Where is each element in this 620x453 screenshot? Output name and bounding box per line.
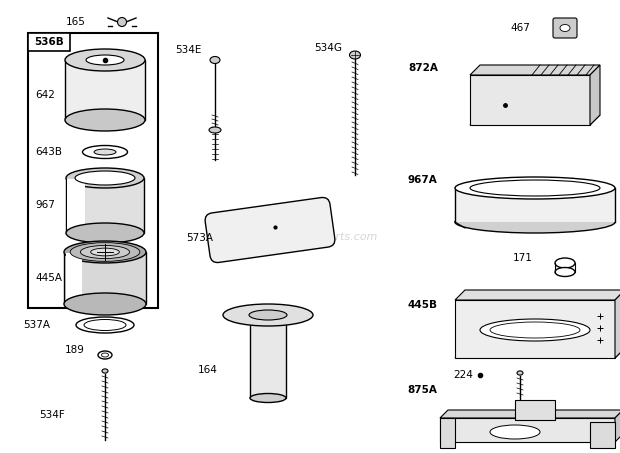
- Polygon shape: [615, 290, 620, 358]
- Ellipse shape: [98, 351, 112, 359]
- Ellipse shape: [76, 317, 134, 333]
- Text: 467: 467: [510, 23, 530, 33]
- Polygon shape: [590, 422, 615, 448]
- Ellipse shape: [560, 24, 570, 32]
- Ellipse shape: [350, 51, 360, 59]
- Polygon shape: [590, 65, 600, 125]
- Text: 967A: 967A: [407, 175, 437, 185]
- Bar: [67, 179, 85, 232]
- Ellipse shape: [517, 371, 523, 375]
- Text: 573A: 573A: [186, 233, 213, 243]
- Text: 445B: 445B: [407, 300, 437, 310]
- Bar: [64, 252, 146, 304]
- Polygon shape: [455, 290, 620, 300]
- Ellipse shape: [75, 171, 135, 185]
- Ellipse shape: [249, 310, 287, 320]
- Ellipse shape: [555, 268, 575, 276]
- Polygon shape: [455, 348, 620, 358]
- Text: 224: 224: [453, 370, 473, 380]
- Text: 534F: 534F: [39, 410, 65, 420]
- Ellipse shape: [209, 127, 221, 133]
- Ellipse shape: [70, 243, 140, 261]
- Ellipse shape: [490, 425, 540, 439]
- Text: 164: 164: [198, 365, 218, 375]
- Ellipse shape: [86, 55, 124, 65]
- Ellipse shape: [455, 211, 615, 233]
- Text: 445A: 445A: [35, 273, 62, 283]
- Ellipse shape: [250, 394, 286, 403]
- Ellipse shape: [102, 353, 108, 357]
- Ellipse shape: [65, 109, 145, 131]
- Text: 171: 171: [513, 253, 533, 263]
- Ellipse shape: [455, 177, 615, 199]
- Polygon shape: [470, 65, 600, 75]
- Text: 534E: 534E: [175, 45, 202, 55]
- Text: 189: 189: [65, 345, 85, 355]
- Polygon shape: [440, 418, 455, 448]
- Ellipse shape: [210, 57, 220, 63]
- Ellipse shape: [84, 319, 126, 331]
- Ellipse shape: [66, 223, 144, 243]
- Text: 534G: 534G: [314, 43, 342, 53]
- Bar: [28, 33, 70, 51]
- Text: eReplacementParts.com: eReplacementParts.com: [242, 231, 378, 241]
- Text: 165: 165: [66, 17, 86, 27]
- Ellipse shape: [81, 246, 130, 259]
- Polygon shape: [455, 300, 615, 358]
- Ellipse shape: [94, 149, 116, 155]
- Polygon shape: [470, 115, 600, 125]
- Ellipse shape: [102, 369, 108, 373]
- Text: 536B: 536B: [34, 37, 64, 47]
- Ellipse shape: [490, 322, 580, 338]
- Text: 643B: 643B: [35, 147, 62, 157]
- Ellipse shape: [82, 145, 128, 159]
- Bar: [28, 33, 158, 308]
- Ellipse shape: [66, 168, 144, 188]
- Ellipse shape: [480, 319, 590, 341]
- Ellipse shape: [64, 293, 146, 315]
- FancyBboxPatch shape: [205, 198, 335, 263]
- Ellipse shape: [118, 18, 126, 26]
- Text: 872A: 872A: [408, 63, 438, 73]
- Polygon shape: [440, 410, 620, 418]
- FancyBboxPatch shape: [553, 18, 577, 38]
- Ellipse shape: [65, 49, 145, 71]
- Bar: [66, 178, 144, 233]
- Text: 642: 642: [35, 90, 55, 100]
- Ellipse shape: [223, 304, 313, 326]
- Text: 537A: 537A: [23, 320, 50, 330]
- Text: 967: 967: [35, 200, 55, 210]
- Polygon shape: [615, 410, 620, 442]
- Polygon shape: [440, 418, 615, 442]
- Bar: [515, 400, 555, 420]
- Ellipse shape: [470, 180, 600, 196]
- Ellipse shape: [91, 248, 119, 256]
- Polygon shape: [470, 75, 590, 125]
- Bar: [66, 253, 82, 303]
- Text: 875A: 875A: [407, 385, 437, 395]
- Ellipse shape: [64, 241, 146, 263]
- Bar: [250, 323, 286, 398]
- Bar: [65, 60, 145, 120]
- Bar: [455, 188, 615, 222]
- Ellipse shape: [555, 258, 575, 268]
